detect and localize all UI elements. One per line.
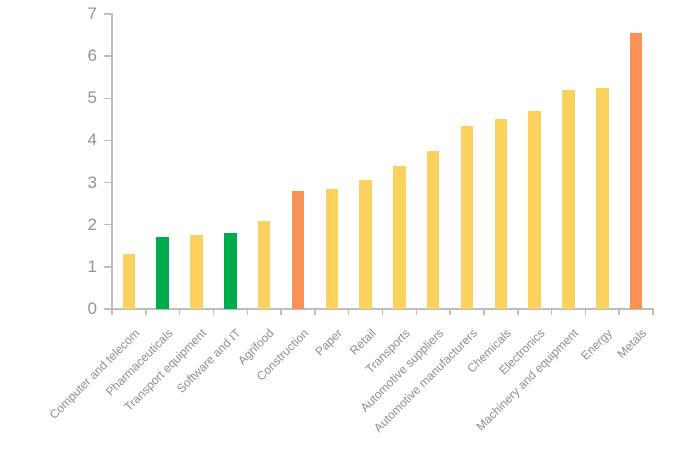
bar: [562, 89, 575, 309]
x-axis-tick: [652, 309, 654, 315]
x-axis-line: [111, 308, 654, 310]
y-axis-tick: [104, 223, 111, 226]
bar: [596, 87, 609, 309]
y-axis-tick: [104, 266, 111, 268]
x-axis-tick: [584, 309, 587, 315]
x-axis-tick: [517, 309, 519, 315]
bar: [224, 233, 237, 309]
x-axis-tick: [550, 309, 553, 315]
y-axis-tick: [104, 13, 111, 15]
y-tick-label: 7: [87, 4, 97, 23]
y-tick-label: 4: [87, 130, 97, 150]
bar: [393, 165, 406, 309]
y-axis-tick: [104, 181, 111, 184]
x-axis-tick: [178, 309, 181, 315]
x-axis-tick: [212, 309, 215, 315]
bar: [325, 188, 339, 309]
y-tick-label: 5: [87, 88, 97, 108]
category-label: Retail: [346, 326, 379, 358]
y-axis-tick: [104, 97, 111, 100]
x-axis-tick: [280, 309, 282, 315]
x-axis-tick: [314, 309, 316, 315]
x-axis-tick: [347, 309, 350, 315]
bar: [190, 235, 203, 309]
x-axis-tick: [449, 309, 451, 315]
bar: [494, 119, 508, 309]
y-tick-label: 3: [87, 172, 97, 192]
y-axis-tick: [104, 55, 111, 57]
x-axis-tick: [618, 309, 620, 315]
y-axis-tick: [104, 139, 111, 142]
x-axis-tick: [381, 309, 384, 315]
y-axis-tick: [104, 308, 111, 310]
x-axis-tick: [246, 309, 248, 315]
bar: [257, 220, 271, 309]
bar: [528, 110, 541, 309]
x-axis-tick: [415, 309, 418, 315]
y-tick-label: 0: [87, 299, 97, 318]
y-tick-label: 1: [87, 256, 97, 276]
category-label: Energy: [578, 326, 616, 363]
y-tick-label: 2: [87, 214, 97, 234]
bar: [359, 180, 372, 309]
x-axis-tick: [145, 309, 147, 315]
bar: [291, 191, 305, 309]
x-axis-tick: [483, 309, 485, 315]
y-tick-label: 6: [87, 46, 97, 66]
bar: [122, 254, 136, 309]
bar: [156, 237, 169, 309]
x-axis-tick: [111, 309, 113, 315]
bar: [629, 32, 643, 309]
category-label: Metals: [614, 326, 649, 361]
bar: [426, 150, 440, 309]
category-label: Paper: [312, 326, 345, 359]
y-axis-line: [111, 13, 113, 309]
bar: [460, 125, 474, 309]
